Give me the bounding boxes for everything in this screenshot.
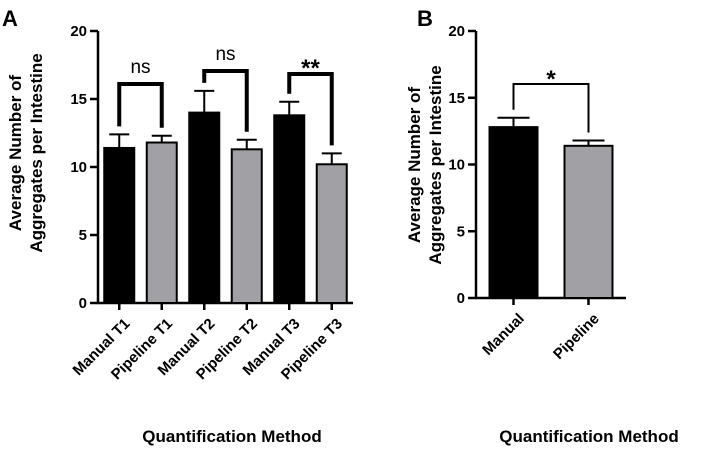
panel-a-xlabel: Quantification Method	[142, 427, 321, 446]
panel-b-xlabel: Quantification Method	[499, 427, 678, 446]
panel-b-ylabel-line2: Aggregates per Intestine	[426, 65, 445, 264]
panel-b-ylabel-line1: Average Number of	[405, 87, 424, 244]
pb-ytick-label: 5	[457, 223, 465, 240]
pa-ytick-label: 10	[70, 159, 87, 176]
pa-bar	[145, 141, 178, 304]
panel-a-ylabel-line1: Average Number of	[6, 75, 25, 232]
pa-ytick-label: 15	[70, 91, 87, 108]
pa-ytick-label: 5	[79, 227, 87, 244]
pa-bar	[315, 163, 348, 304]
pa-bar	[273, 114, 306, 304]
pa-significance-bracket	[287, 72, 334, 146]
pa-significance-bracket	[202, 69, 249, 132]
pb-ytick-label: 15	[448, 90, 465, 107]
pb-category-label: Pipeline	[550, 310, 603, 363]
pb-ytick-label: 10	[448, 157, 465, 174]
pa-significance-label: **	[301, 55, 320, 82]
panel-b-letter: B	[417, 6, 433, 31]
pa-ytick-label: 0	[79, 295, 87, 312]
pb-bar	[563, 144, 614, 299]
pb-ytick-label: 0	[457, 290, 465, 307]
pb-significance-label: *	[546, 66, 556, 93]
pa-bar	[103, 146, 136, 304]
pb-bar	[488, 126, 539, 300]
pa-significance-label: ns	[215, 44, 235, 65]
pa-ytick-label: 20	[70, 23, 87, 40]
panel-b-plot: 0 5 10 15 20 Manual Pipeline *	[448, 23, 626, 363]
pb-category-label: Manual	[479, 310, 528, 359]
pa-significance-label: ns	[130, 57, 150, 78]
pb-significance-bracket	[512, 83, 590, 133]
panel-a-ylabel-line2: Aggregates per Intestine	[27, 53, 46, 252]
pa-significance-bracket	[117, 82, 164, 128]
pa-bar	[230, 148, 263, 304]
pb-ytick-label: 20	[448, 23, 465, 40]
pa-bar	[188, 111, 221, 304]
panel-a-letter: A	[2, 6, 18, 31]
